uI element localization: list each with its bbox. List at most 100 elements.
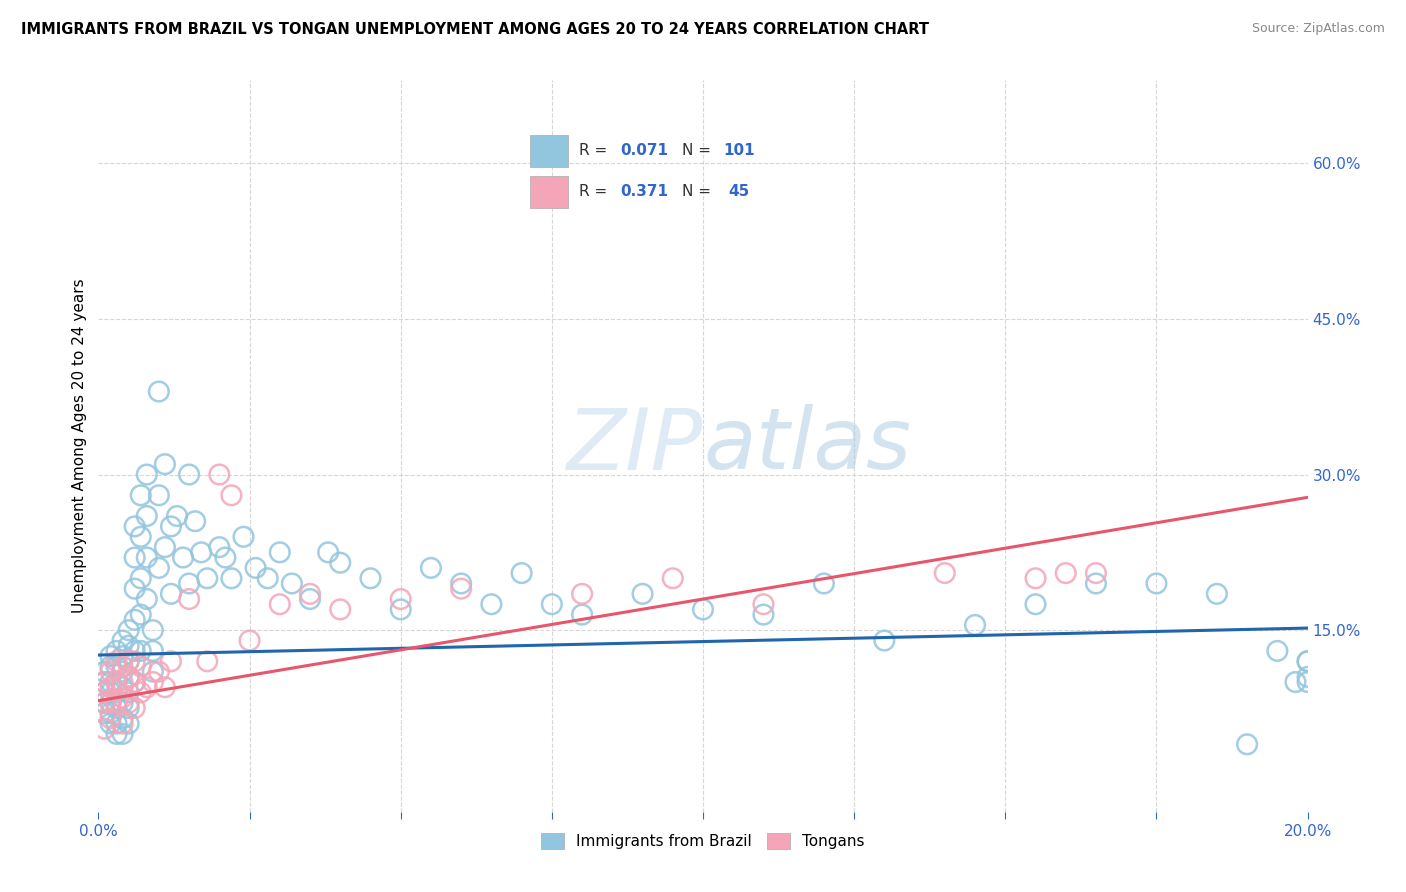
Point [100,696,122,710]
Point [752,607,775,622]
Point [111,727,134,741]
Point [105,685,128,699]
Point [1024,597,1046,611]
Point [100,711,122,725]
Point [1085,576,1108,591]
Point [148,561,170,575]
Point [100,665,122,679]
Point [93,706,115,721]
Point [124,550,146,565]
Point [124,613,146,627]
Point [124,675,146,690]
Point [239,633,262,648]
Text: R =: R = [579,185,612,200]
Point [111,680,134,694]
Point [153,540,176,554]
Point [111,633,134,648]
Point [118,696,141,710]
Text: atlas: atlas [703,404,911,488]
Text: 45: 45 [728,185,749,200]
Point [190,545,212,559]
Point [111,690,134,705]
Point [195,654,218,668]
Point [184,514,207,528]
Point [1296,654,1319,668]
Point [118,670,141,684]
Point [965,618,987,632]
Point [93,685,115,699]
Point [510,566,533,580]
Point [299,592,322,607]
Point [329,556,352,570]
Text: IMMIGRANTS FROM BRAZIL VS TONGAN UNEMPLOYMENT AMONG AGES 20 TO 24 YEARS CORRELAT: IMMIGRANTS FROM BRAZIL VS TONGAN UNEMPLO… [21,22,929,37]
Point [172,550,194,565]
Point [142,623,165,637]
Point [111,665,134,679]
Point [105,654,128,668]
Point [118,685,141,699]
Point [142,675,165,690]
Point [208,467,231,482]
Text: Source: ZipAtlas.com: Source: ZipAtlas.com [1251,22,1385,36]
Text: N =: N = [682,144,716,159]
Point [631,587,654,601]
Point [124,701,146,715]
Point [124,675,146,690]
Text: 0.071: 0.071 [620,144,668,159]
Point [105,675,128,690]
Point [316,545,339,559]
Point [873,633,896,648]
Point [420,561,443,575]
Point [1267,644,1289,658]
Point [111,659,134,673]
Point [100,675,122,690]
Point [135,467,157,482]
Point [208,540,231,554]
Point [160,654,183,668]
Text: N =: N = [682,185,716,200]
Point [153,457,176,471]
Point [148,665,170,679]
Point [129,685,152,699]
Point [1296,670,1319,684]
Point [281,576,304,591]
Point [256,571,278,585]
Point [100,716,122,731]
Text: ZIP: ZIP [567,404,703,488]
Point [124,644,146,658]
Point [111,716,134,731]
Y-axis label: Unemployment Among Ages 20 to 24 years: Unemployment Among Ages 20 to 24 years [72,278,87,614]
Point [105,716,128,731]
Point [105,696,128,710]
Point [221,488,243,502]
Point [93,675,115,690]
Point [105,675,128,690]
Point [93,685,115,699]
Point [389,602,412,616]
Point [100,685,122,699]
Point [1024,571,1046,585]
Point [135,680,157,694]
Point [105,701,128,715]
Point [752,597,775,611]
Point [269,597,291,611]
Point [124,582,146,596]
Point [100,706,122,721]
Point [450,582,472,596]
Point [179,467,201,482]
Point [540,597,562,611]
Point [124,654,146,668]
Point [129,607,152,622]
Point [1296,675,1319,690]
Point [93,675,115,690]
Point [129,530,152,544]
Point [111,649,134,664]
Point [571,607,593,622]
Point [1206,587,1229,601]
Point [105,659,128,673]
Text: 101: 101 [723,144,755,159]
Point [1296,654,1319,668]
Point [195,571,218,585]
Point [481,597,503,611]
Point [111,675,134,690]
